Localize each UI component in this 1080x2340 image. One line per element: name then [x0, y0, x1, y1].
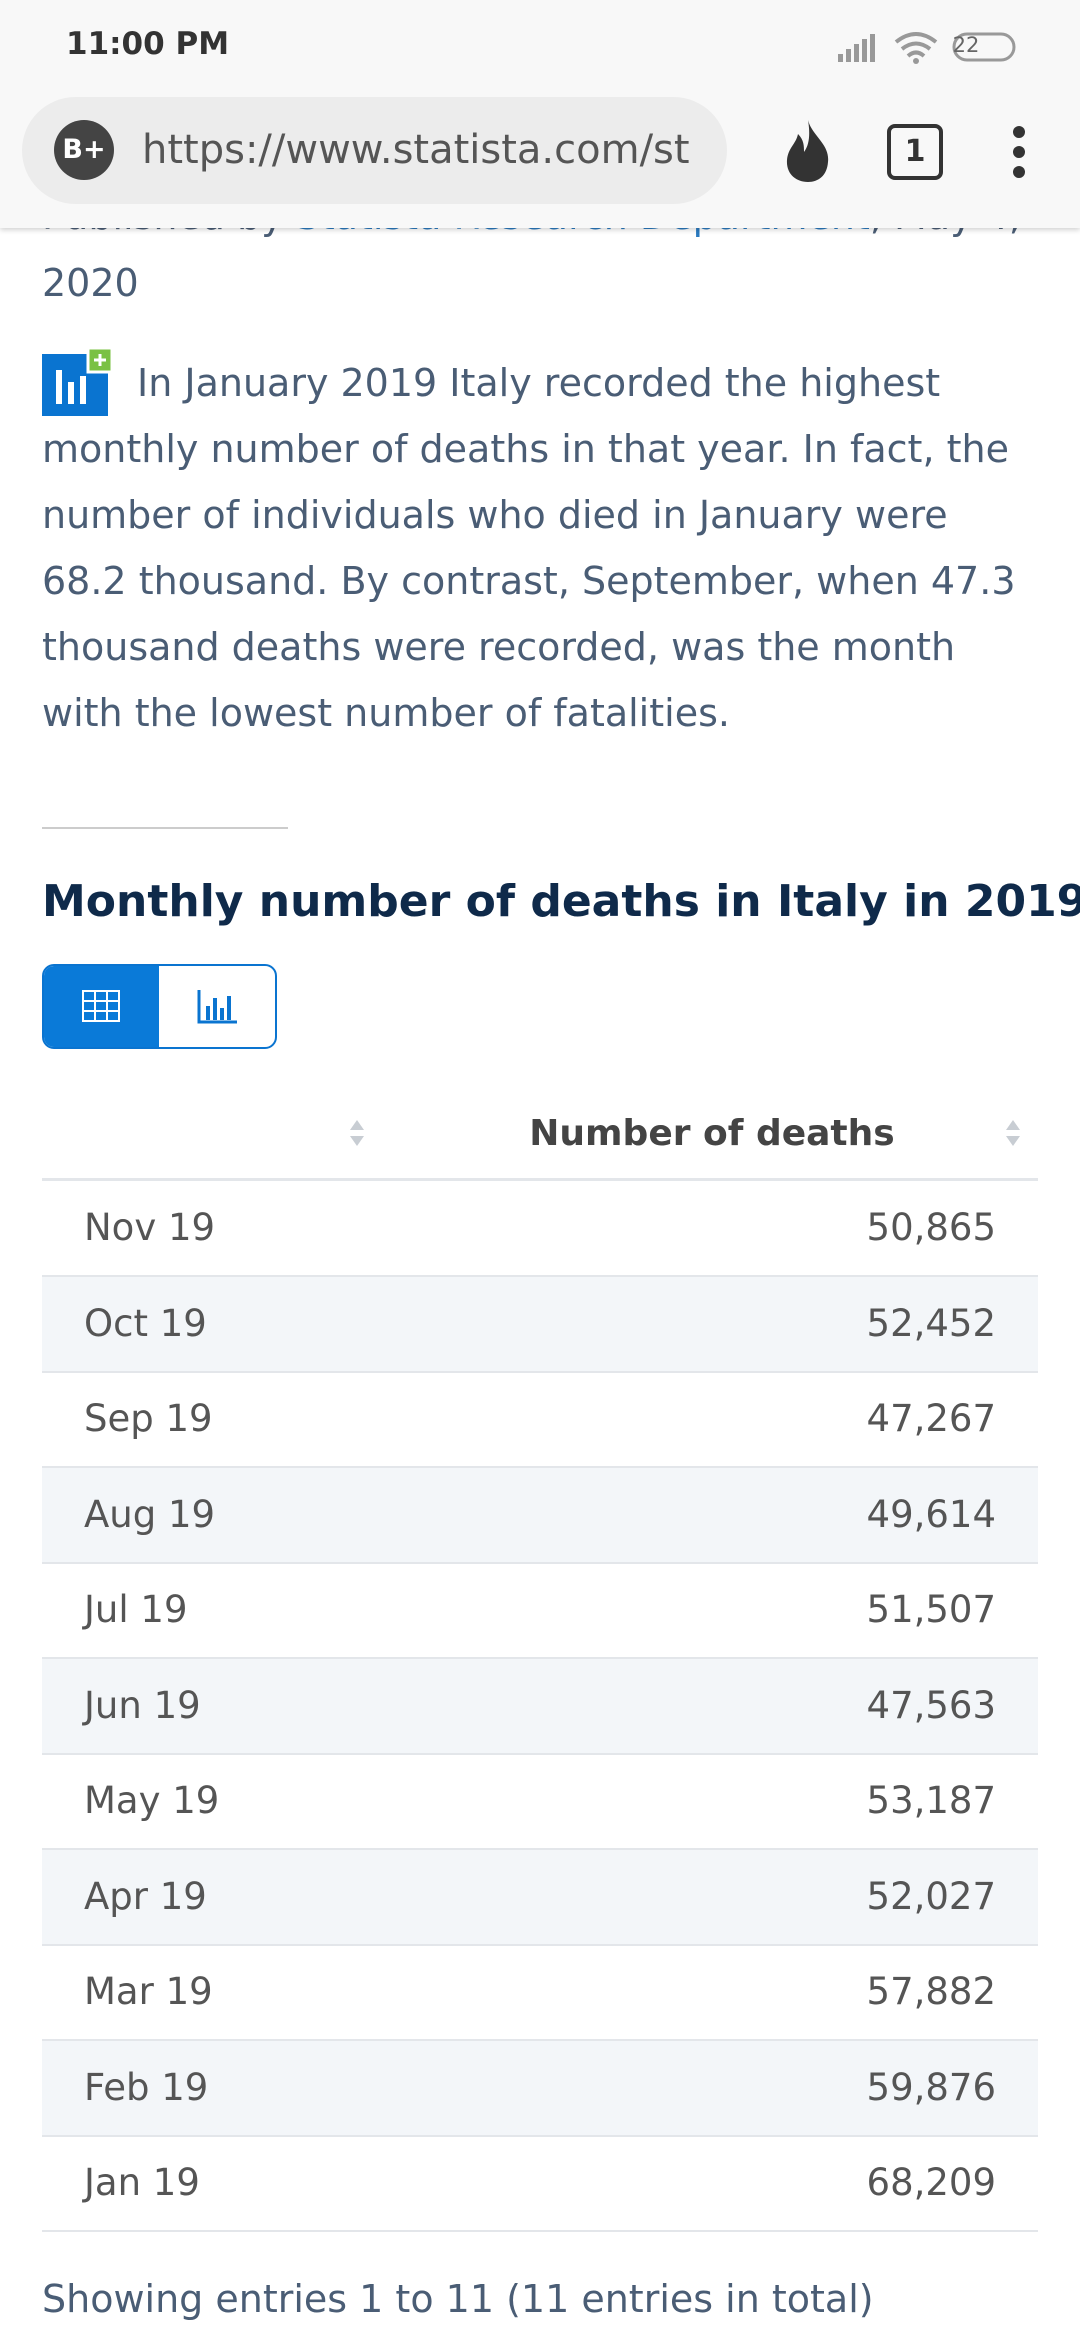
status-icons [838, 32, 1016, 64]
table-row: Sep 19 47,267 [42, 1372, 1038, 1468]
browser-top-bar: 11:00 PM 22 B+ https://www.statista.com/… [0, 0, 1080, 228]
deaths-cell: 51,507 [866, 1588, 996, 1631]
deaths-cell: 47,267 [866, 1397, 996, 1440]
table-row: May 19 53,187 [42, 1754, 1038, 1850]
deaths-cell: 68,209 [866, 2161, 996, 2204]
deaths-cell: 50,865 [866, 1206, 996, 1249]
month-cell: Jan 19 [84, 2161, 200, 2204]
url-text[interactable]: https://www.statista.com/st [142, 127, 690, 173]
deaths-cell: 53,187 [866, 1779, 996, 1822]
chart-icon [197, 990, 237, 1024]
month-cell: May 19 [84, 1779, 220, 1822]
byline-year: 2020 [42, 261, 139, 305]
deaths-cell: 47,563 [866, 1683, 996, 1727]
deaths-cell: 52,027 [866, 1874, 996, 1918]
month-cell: Aug 19 [84, 1492, 216, 1536]
tab-count[interactable]: 1 [887, 124, 943, 180]
month-cell: Mar 19 [84, 1970, 213, 2013]
column-header[interactable]: Number of deaths [529, 1113, 895, 1154]
table-row: Jan 19 68,209 [42, 2136, 1038, 2232]
deaths-cell: 57,882 [866, 1970, 996, 2013]
flame-icon[interactable] [782, 118, 834, 184]
sort-icon[interactable] [1004, 1116, 1022, 1150]
deaths-cell: 49,614 [866, 1492, 996, 1536]
month-cell: Jul 19 [84, 1588, 188, 1631]
table-row: Jun 19 47,563 [42, 1658, 1038, 1755]
table-view-button[interactable] [44, 966, 159, 1047]
table-title: Monthly number of deaths in Italy in 201… [42, 876, 1080, 927]
month-cell: Oct 19 [84, 1301, 207, 1345]
statistic-icon [42, 348, 114, 416]
menu-button[interactable] [1008, 124, 1030, 180]
table-row: Aug 19 49,614 [42, 1467, 1038, 1564]
month-cell: Sep 19 [84, 1397, 213, 1440]
view-toggle [42, 964, 277, 1049]
table-row: Feb 19 59,876 [42, 2040, 1038, 2137]
table-icon [82, 990, 120, 1022]
deaths-cell: 59,876 [866, 2065, 996, 2109]
month-cell: Apr 19 [84, 1874, 207, 1918]
month-cell: Jun 19 [84, 1683, 201, 1727]
table-row: Jul 19 51,507 [42, 1563, 1038, 1659]
deaths-cell: 52,452 [866, 1301, 996, 1345]
month-cell: Nov 19 [84, 1206, 216, 1249]
sort-icon[interactable] [348, 1116, 366, 1150]
battery-level: 22 [952, 33, 980, 57]
chart-view-button[interactable] [159, 966, 275, 1047]
table-row: Apr 19 52,027 [42, 1849, 1038, 1946]
table-row: Oct 19 52,452 [42, 1276, 1038, 1373]
divider [42, 827, 288, 829]
table-header: Number of deaths [42, 1090, 1038, 1181]
url-bar[interactable]: B+ https://www.statista.com/st [22, 97, 727, 204]
summary: In January 2019 Italy recorded the highe… [42, 361, 1016, 735]
status-time: 11:00 PM [66, 26, 230, 62]
month-cell: Feb 19 [84, 2065, 209, 2109]
table-row: Nov 19 50,865 [42, 1181, 1038, 1277]
table-footer: Showing entries 1 to 11 (11 entries in t… [42, 2277, 874, 2321]
site-badge[interactable]: B+ [54, 120, 114, 180]
table-row: Mar 19 57,882 [42, 1945, 1038, 2041]
